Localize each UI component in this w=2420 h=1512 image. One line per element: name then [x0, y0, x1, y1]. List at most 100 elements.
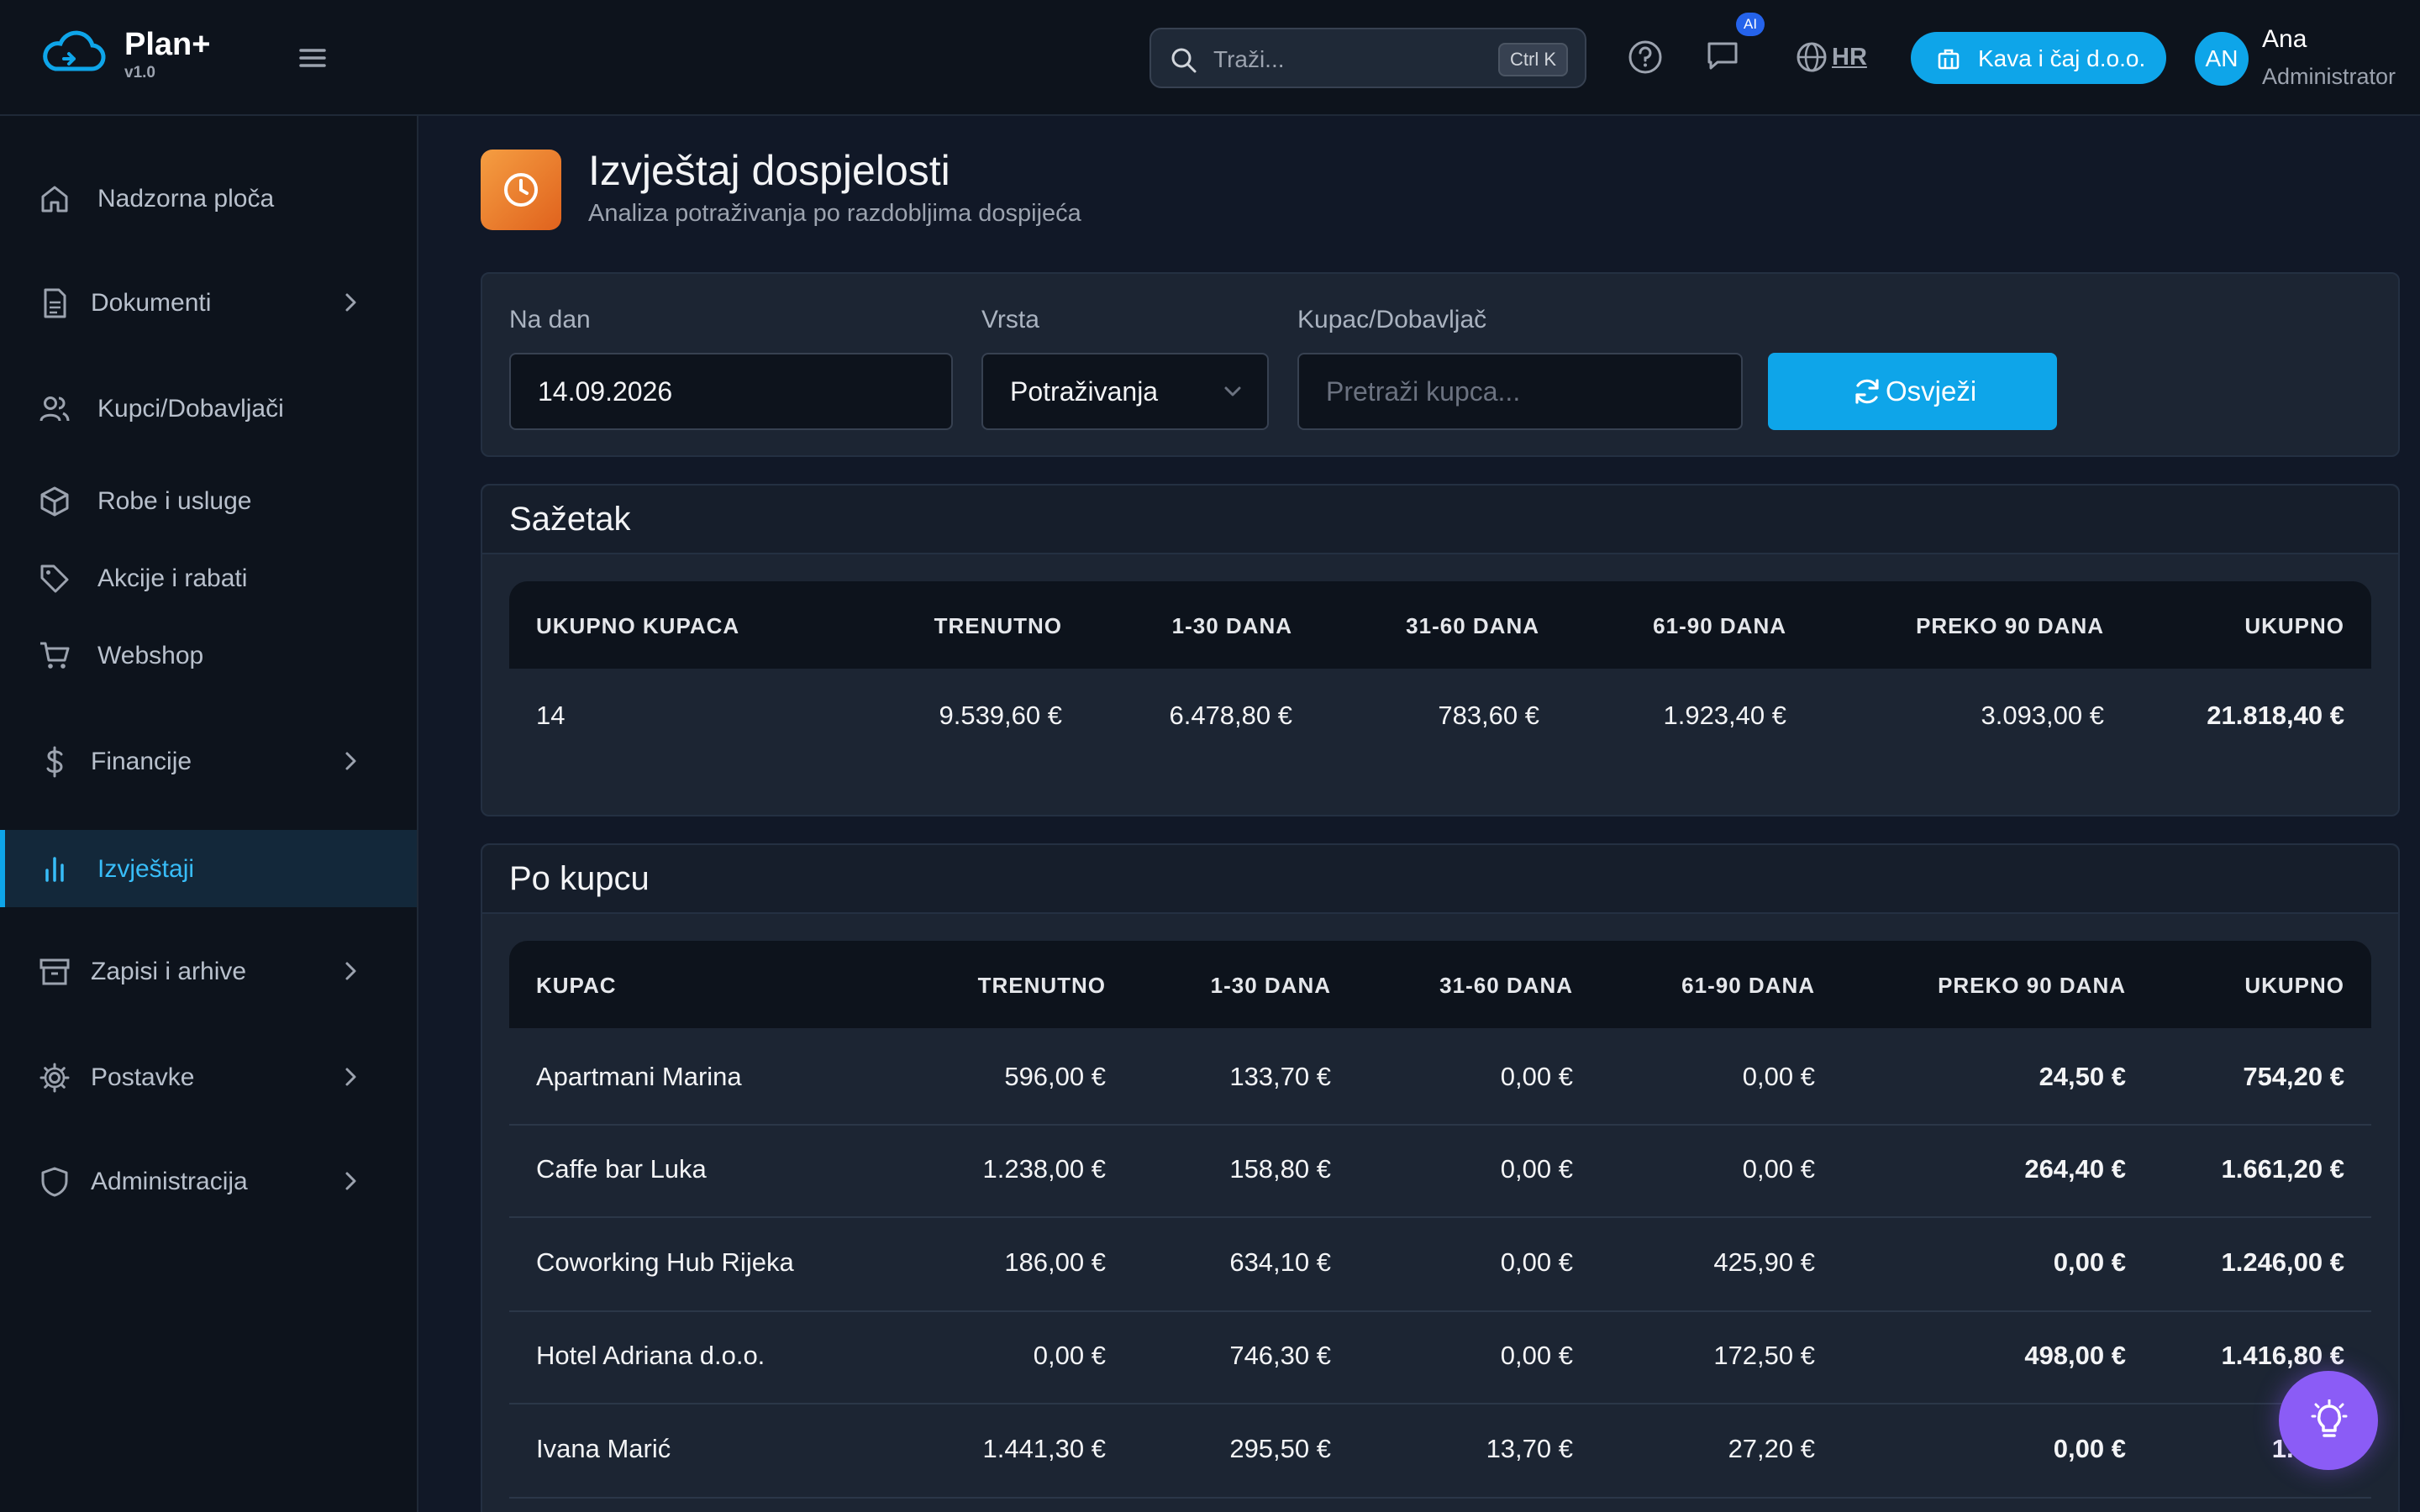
- type-select[interactable]: Potraživanja: [981, 353, 1269, 430]
- company-switch-button[interactable]: Kava i čaj d.o.o.: [1911, 32, 2166, 84]
- table-cell-total: 1.416,80 €: [2221, 1341, 2344, 1370]
- page-title: Izvještaj dospjelosti: [588, 147, 950, 194]
- column-header: TRENUTNO: [977, 973, 1106, 998]
- shield-icon: [39, 1166, 71, 1198]
- table-cell: 6.478,80 €: [1169, 701, 1292, 730]
- refresh-button[interactable]: Osvježi: [1768, 353, 2057, 430]
- column-header: UKUPNO: [2244, 973, 2344, 998]
- tips-fab-button[interactable]: [2279, 1371, 2378, 1470]
- search-icon: [1170, 46, 1198, 75]
- table-cell: 172,50 €: [1713, 1341, 1815, 1370]
- customer-card-header: Po kupcu: [482, 845, 2398, 914]
- table-cell: 14: [536, 701, 566, 730]
- users-icon: [39, 393, 71, 425]
- table-cell-total: 21.818,40 €: [2207, 701, 2344, 730]
- column-header: TRENUTNO: [934, 613, 1062, 638]
- sidebar: Nadzorna ploča Dokumenti Kupci/Dobavljač…: [0, 116, 418, 1512]
- table-cell: 498,00 €: [2024, 1341, 2126, 1370]
- table-cell: 1.441,30 €: [982, 1434, 1106, 1463]
- sidebar-item-label: Kupci/Dobavljači: [97, 395, 284, 423]
- global-search[interactable]: Traži... Ctrl K: [1150, 28, 1586, 88]
- summary-table: UKUPNO KUPACA TRENUTNO 1-30 DANA 31-60 D…: [509, 581, 2371, 791]
- search-placeholder: Traži...: [1213, 46, 1285, 72]
- row-divider: [509, 1310, 2371, 1312]
- customer-name: Apartmani Marina: [536, 1062, 742, 1091]
- table-cell: 264,40 €: [2024, 1154, 2126, 1184]
- customer-name: Ivana Marić: [536, 1434, 671, 1463]
- column-header: 31-60 DANA: [1439, 973, 1573, 998]
- sidebar-item-webshop[interactable]: Webshop: [0, 617, 417, 694]
- sidebar-item-products[interactable]: Robe i usluge: [0, 462, 417, 539]
- search-shortcut: Ctrl K: [1498, 43, 1568, 76]
- globe-icon[interactable]: [1795, 40, 1828, 74]
- table-cell: 0,00 €: [1742, 1154, 1815, 1184]
- clock-icon: [481, 150, 561, 230]
- sidebar-item-finance[interactable]: Financije: [0, 722, 417, 800]
- column-header: 1-30 DANA: [1171, 613, 1292, 638]
- summary-card: Sažetak UKUPNO KUPACA TRENUTNO 1-30 DANA…: [481, 484, 2400, 816]
- column-header: KUPAC: [536, 973, 617, 998]
- sidebar-item-dashboard[interactable]: Nadzorna ploča: [0, 160, 417, 237]
- filter-panel: Na dan 14.09.2026 Vrsta Potraživanja Kup…: [481, 272, 2400, 457]
- row-divider: [509, 1216, 2371, 1218]
- table-cell: 9.539,60 €: [939, 701, 1062, 730]
- sidebar-item-customers[interactable]: Kupci/Dobavljači: [0, 370, 417, 447]
- chevron-right-icon: [341, 291, 360, 314]
- sidebar-item-label: Webshop: [97, 642, 204, 669]
- table-cell: 596,00 €: [1004, 1062, 1106, 1091]
- table-cell: 0,00 €: [2053, 1247, 2126, 1277]
- sidebar-item-promotions[interactable]: Akcije i rabati: [0, 539, 417, 617]
- bar-chart-icon: [39, 853, 71, 885]
- sidebar-item-settings[interactable]: Postavke: [0, 1038, 417, 1116]
- tag-icon: [39, 563, 71, 595]
- table-cell: 0,00 €: [2053, 1434, 2126, 1463]
- customer-search-input[interactable]: Pretraži kupca...: [1297, 353, 1743, 430]
- column-header: 61-90 DANA: [1653, 613, 1786, 638]
- refresh-icon: [1852, 376, 1882, 407]
- sidebar-item-label: Dokumenti: [91, 289, 212, 317]
- help-icon[interactable]: [1627, 39, 1664, 76]
- hamburger-menu-icon[interactable]: [296, 44, 329, 72]
- sidebar-item-label: Zapisi i arhive: [91, 958, 247, 985]
- table-cell: 158,80 €: [1229, 1154, 1331, 1184]
- column-header: 1-30 DANA: [1210, 973, 1331, 998]
- sidebar-item-reports[interactable]: Izvještaji: [0, 830, 417, 907]
- package-icon: [39, 486, 71, 517]
- chat-icon[interactable]: [1704, 37, 1741, 74]
- app-version: v1.0: [124, 64, 155, 81]
- table-cell: 1.238,00 €: [982, 1154, 1106, 1184]
- sidebar-item-label: Robe i usluge: [97, 487, 252, 515]
- customer-name: Coworking Hub Rijeka: [536, 1247, 794, 1277]
- sidebar-item-documents[interactable]: Dokumenti: [0, 264, 417, 341]
- column-header: UKUPNO: [2244, 613, 2344, 638]
- column-header: PREKO 90 DANA: [1916, 613, 2104, 638]
- chevron-right-icon: [341, 1065, 360, 1089]
- date-field[interactable]: 14.09.2026: [509, 353, 953, 430]
- summary-title: Sažetak: [509, 501, 631, 538]
- type-select-value: Potraživanja: [1010, 376, 1159, 407]
- customer-card-title: Po kupcu: [509, 860, 650, 897]
- table-cell-total: 1.661,20 €: [2221, 1154, 2344, 1184]
- company-name: Kava i čaj d.o.o.: [1978, 45, 2146, 71]
- archive-icon: [39, 956, 71, 988]
- cart-icon: [39, 640, 71, 672]
- table-cell: 783,60 €: [1438, 701, 1539, 730]
- table-cell: 0,00 €: [1500, 1247, 1573, 1277]
- chevron-down-icon: [1222, 383, 1244, 400]
- customer-name: Caffe bar Luka: [536, 1154, 707, 1184]
- table-cell: 634,10 €: [1229, 1247, 1331, 1277]
- gear-icon: [39, 1062, 71, 1094]
- language-switch[interactable]: HR: [1832, 44, 1867, 71]
- table-cell: 1.923,40 €: [1663, 701, 1786, 730]
- sidebar-item-archives[interactable]: Zapisi i arhive: [0, 932, 417, 1010]
- ai-badge: AI: [1736, 13, 1765, 36]
- building-icon: [1936, 46, 1961, 71]
- avatar[interactable]: AN: [2195, 32, 2249, 86]
- sidebar-item-administration[interactable]: Administracija: [0, 1142, 417, 1220]
- dollar-icon: [39, 746, 71, 778]
- table-cell: 425,90 €: [1713, 1247, 1815, 1277]
- user-name: Ana: [2262, 25, 2307, 53]
- summary-table-header: UKUPNO KUPACA TRENUTNO 1-30 DANA 31-60 D…: [509, 581, 2371, 669]
- customer-table-header: KUPAC TRENUTNO 1-30 DANA 31-60 DANA 61-9…: [509, 941, 2371, 1028]
- type-label: Vrsta: [981, 306, 1039, 333]
